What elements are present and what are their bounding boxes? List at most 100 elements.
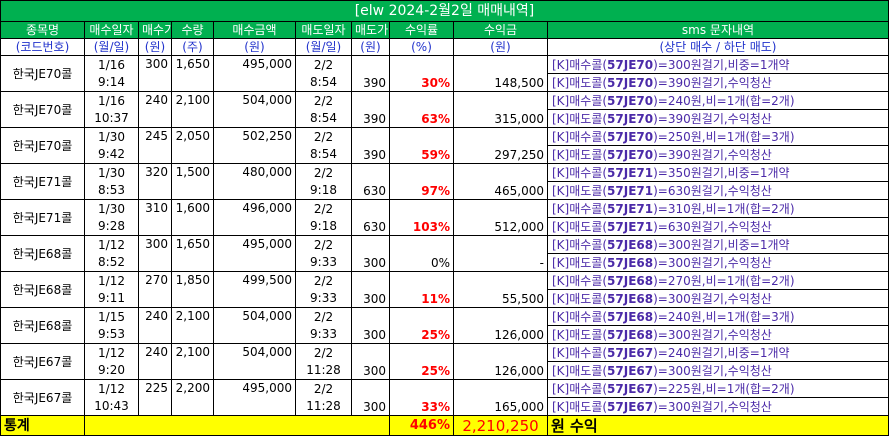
sell-price: 300 <box>351 379 390 416</box>
buy-date: 1/30 <box>84 199 139 218</box>
sms-suffix: )=300원걸기,수익청산 <box>653 255 772 270</box>
quantity: 1,600 <box>171 199 214 236</box>
return-pct: 63% <box>389 91 454 128</box>
header-sms: sms 문자내역 <box>547 21 889 39</box>
buy-price: 320 <box>138 163 172 200</box>
buy-date: 1/30 <box>84 163 139 182</box>
stock-name: 한국JE68콜 <box>0 271 85 308</box>
quantity: 2,100 <box>171 343 214 380</box>
sms-suffix: )=350원걸기,비중=1개약 <box>653 165 790 180</box>
buy-time: 10:43 <box>84 397 139 416</box>
sell-date: 2/2 <box>295 55 352 74</box>
buy-date: 1/16 <box>84 55 139 74</box>
buy-price: 240 <box>138 91 172 128</box>
return-pct: 11% <box>389 271 454 308</box>
sms-sell: [K]매도콜(57JE70)=390원걸기,수익청산 <box>547 109 889 128</box>
sms-prefix: [K]매수콜( <box>552 165 608 180</box>
sms-prefix: [K]매수콜( <box>552 273 608 288</box>
sms-sell: [K]매도콜(57JE70)=390원걸기,수익청산 <box>547 145 889 164</box>
trade-row-top: 한국JE70콜 1/16 300 1,650 495,000 2/2 390 30% 148,5… <box>0 55 889 92</box>
total-return-pct: 446% <box>389 415 454 436</box>
total-label: 통계 <box>0 415 85 436</box>
stock-name: 한국JE67콜 <box>0 343 85 380</box>
sms-buy: [K]매수콜(57JE67)=240원걸기,비중=1개약 <box>547 343 889 362</box>
trade-row-bottom: 10:43 11:28 [K]매도콜(57JE67)=300원걸기,수익청산 <box>1 397 889 416</box>
sms-suffix: )=300원걸기,수익청산 <box>653 399 772 414</box>
sms-prefix: [K]매수콜( <box>552 309 608 324</box>
sms-code: 57JE70 <box>607 57 654 72</box>
buy-amount: 502,250 <box>213 127 296 164</box>
profit: - <box>453 235 548 272</box>
sell-price: 390 <box>351 127 390 164</box>
header-buy-date: 매수일자 <box>84 21 139 39</box>
sms-prefix: [K]매수콜( <box>552 345 608 360</box>
sell-time: 9:18 <box>295 217 352 236</box>
trade-row-top: 한국JE68콜 1/12 270 1,850 499,500 2/2 300 11% 55,50… <box>0 271 889 308</box>
sms-code: 57JE71 <box>607 219 654 234</box>
quantity: 1,650 <box>171 55 214 92</box>
sms-prefix: [K]매수콜( <box>552 201 608 216</box>
sms-buy: [K]매수콜(57JE70)=300원걸기,비중=1개약 <box>547 55 889 74</box>
sms-code: 57JE68 <box>607 273 654 288</box>
sms-code: 57JE70 <box>607 147 654 162</box>
sell-price: 390 <box>351 91 390 128</box>
sms-code: 57JE71 <box>607 183 654 198</box>
stock-name: 한국JE67콜 <box>0 379 85 416</box>
header-name: 종목명 <box>0 21 85 39</box>
trade-row-top: 한국JE68콜 1/15 240 2,100 504,000 2/2 300 25% 126,0… <box>0 307 889 344</box>
buy-time: 8:52 <box>84 253 139 272</box>
header-buy-price-unit: (원) <box>138 38 172 56</box>
sell-price: 300 <box>351 235 390 272</box>
sms-suffix: )=300원걸기,수익청산 <box>653 291 772 306</box>
buy-amount: 495,000 <box>213 379 296 416</box>
sms-code: 57JE67 <box>607 345 654 360</box>
sms-prefix: [K]매수콜( <box>552 237 608 252</box>
buy-amount: 499,500 <box>213 271 296 308</box>
header-buy-amount-unit: (원) <box>213 38 296 56</box>
sms-sell: [K]매도콜(57JE68)=300원걸기,수익청산 <box>547 253 889 272</box>
buy-date: 1/12 <box>84 343 139 362</box>
buy-time: 8:53 <box>84 181 139 200</box>
sms-buy: [K]매수콜(57JE68)=270원,비=1개(합=2개) <box>547 271 889 290</box>
total-spacer <box>84 415 390 436</box>
sms-code: 57JE70 <box>607 129 654 144</box>
sms-prefix: [K]매도콜( <box>552 75 608 90</box>
sell-date: 2/2 <box>295 307 352 326</box>
buy-time: 10:37 <box>84 109 139 128</box>
sms-sell: [K]매도콜(57JE71)=630원걸기,수익청산 <box>547 217 889 236</box>
sms-suffix: )=240원걸기,비중=1개약 <box>653 345 790 360</box>
sms-prefix: [K]매수콜( <box>552 93 608 108</box>
sms-suffix: )=240원,비=1개(합=2개) <box>653 93 795 108</box>
sms-prefix: [K]매도콜( <box>552 183 608 198</box>
header-code: (코드번호) <box>0 38 85 56</box>
buy-amount: 504,000 <box>213 307 296 344</box>
sms-suffix: )=630원걸기,수익청산 <box>653 183 772 198</box>
return-pct: 33% <box>389 379 454 416</box>
sell-time: 8:54 <box>295 73 352 92</box>
sms-suffix: )=270원,비=1개(합=2개) <box>653 273 795 288</box>
sms-sell: [K]매도콜(57JE67)=300원걸기,수익청산 <box>547 361 889 380</box>
trade-row-bottom: 8:52 9:33 [K]매도콜(57JE68)=300원걸기,수익청산 <box>1 253 889 272</box>
sell-date: 2/2 <box>295 127 352 146</box>
buy-price: 245 <box>138 127 172 164</box>
trade-row-bottom: 9:42 8:54 [K]매도콜(57JE70)=390원걸기,수익청산 <box>1 145 889 164</box>
header-row-2: (코드번호) (월/일) (원) (주) (원) (월/일) (원) (%) (… <box>0 38 889 56</box>
sell-price: 300 <box>351 271 390 308</box>
buy-date: 1/30 <box>84 127 139 146</box>
buy-time: 9:53 <box>84 325 139 344</box>
sms-suffix: )=390원걸기,수익청산 <box>653 147 772 162</box>
buy-price: 240 <box>138 343 172 380</box>
buy-price: 300 <box>138 55 172 92</box>
buy-amount: 480,000 <box>213 163 296 200</box>
sms-prefix: [K]매도콜( <box>552 219 608 234</box>
buy-time: 9:14 <box>84 73 139 92</box>
title-row: [elw 2024-2월2일 매매내역] <box>0 0 889 22</box>
sell-price: 300 <box>351 307 390 344</box>
stock-name: 한국JE70콜 <box>0 55 85 92</box>
header-sell-price: 매도가 <box>351 21 390 39</box>
sms-prefix: [K]매수콜( <box>552 381 608 396</box>
trade-row-top: 한국JE68콜 1/12 300 1,650 495,000 2/2 300 0% - [K]매수… <box>0 235 889 272</box>
quantity: 2,200 <box>171 379 214 416</box>
buy-time: 9:11 <box>84 289 139 308</box>
